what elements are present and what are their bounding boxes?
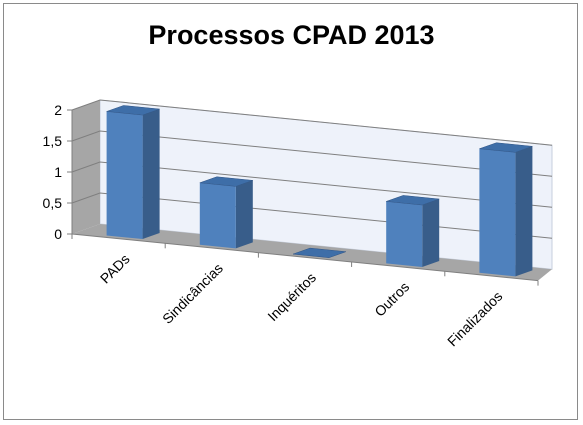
bar	[106, 105, 160, 240]
x-category-label: PADs	[97, 251, 133, 287]
y-tick-label: 0,5	[43, 195, 63, 211]
bar-top	[292, 247, 347, 258]
y-tick-label: 2	[54, 102, 62, 118]
bar	[292, 247, 347, 258]
bar-front	[386, 201, 423, 268]
x-category-label: Finalizados	[444, 288, 505, 349]
gridline	[71, 99, 553, 146]
x-category-label: Sindicâncias	[159, 260, 226, 327]
bar-top	[106, 105, 160, 116]
bar-side	[235, 180, 253, 249]
y-tick-label: 1,5	[43, 133, 63, 149]
gridline	[71, 161, 553, 208]
bar	[199, 176, 253, 249]
y-tick-label: 1	[54, 164, 62, 180]
x-category-label: Outros	[371, 279, 412, 320]
bar-side	[515, 146, 533, 277]
bar-side	[142, 109, 160, 240]
gridline	[71, 130, 553, 177]
bar-side	[422, 199, 440, 268]
bar-front	[479, 148, 516, 277]
bar-front	[199, 182, 236, 249]
bars	[106, 105, 533, 277]
y-tick-label: 0	[54, 226, 62, 242]
y-axis: 0 0,5 1 1,5 2	[43, 102, 73, 242]
bar	[479, 142, 533, 277]
bar	[386, 195, 440, 268]
x-axis-line	[71, 233, 539, 282]
bar-front	[106, 111, 143, 240]
bar-top	[479, 142, 533, 153]
chart-title: Processos CPAD 2013	[148, 20, 435, 50]
bar-top	[386, 195, 440, 206]
x-category-label: Inquéritos	[264, 269, 319, 324]
bar-top	[199, 176, 253, 187]
